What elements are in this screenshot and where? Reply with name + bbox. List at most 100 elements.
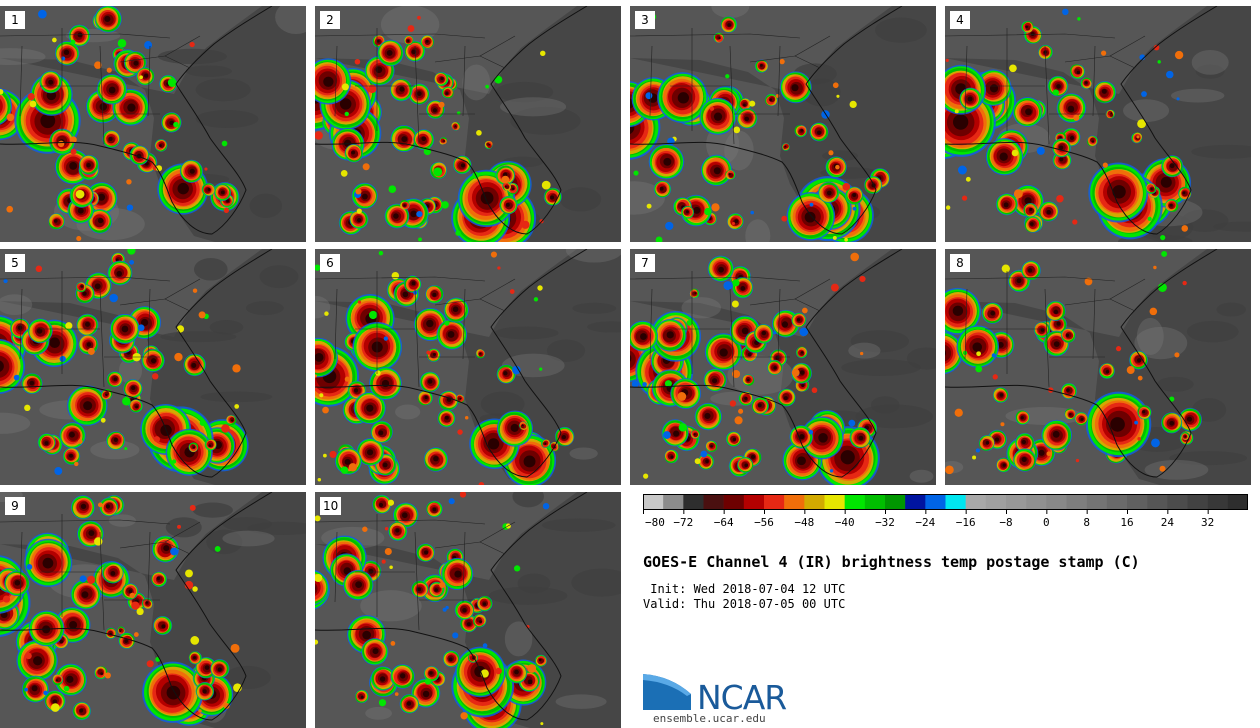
small-cell xyxy=(808,429,814,435)
colorbar-tick-label: 0 xyxy=(1043,516,1050,528)
storm-cell xyxy=(1059,145,1064,150)
storm-cell xyxy=(744,116,750,122)
small-cell xyxy=(323,453,327,458)
small-cell xyxy=(384,547,392,556)
storm-cell xyxy=(1066,388,1070,392)
ncar-logo-icon xyxy=(643,674,691,710)
colorbar-swatch xyxy=(1127,494,1148,510)
small-cell xyxy=(1153,44,1160,51)
small-cell xyxy=(1073,114,1080,121)
storm-cell xyxy=(86,162,91,168)
stamp-label: 2 xyxy=(320,11,340,29)
small-cell xyxy=(631,380,639,388)
storm-cell xyxy=(967,96,973,102)
storm-cell xyxy=(1160,176,1172,188)
colorbar-swatch xyxy=(784,494,805,510)
colorbar-tick-label: −64 xyxy=(714,516,734,528)
small-cell xyxy=(1139,54,1146,61)
storm-cell xyxy=(1029,222,1034,226)
storm-cell xyxy=(1052,430,1060,438)
thin-cloud xyxy=(504,621,533,657)
storm-cell xyxy=(504,185,507,188)
small-cell xyxy=(198,709,202,713)
small-cell xyxy=(153,436,160,443)
small-cell xyxy=(354,58,361,65)
colorbar-swatch xyxy=(1086,494,1108,510)
storm-cell xyxy=(440,77,444,81)
colorbar-tick-label: −32 xyxy=(875,516,895,528)
small-cell xyxy=(129,592,136,599)
storm-cell xyxy=(410,210,418,218)
convective-storms xyxy=(945,8,1192,241)
colorbar-swatch xyxy=(985,494,1007,510)
ocean-texture xyxy=(224,665,271,690)
state-border xyxy=(315,519,486,525)
ocean-texture xyxy=(1191,144,1251,159)
storm-cell xyxy=(482,602,487,606)
small-cell xyxy=(975,365,983,373)
state-border xyxy=(19,45,23,117)
storm-cell xyxy=(443,140,445,142)
storm-cell xyxy=(640,333,647,340)
stamp-label: 7 xyxy=(635,254,655,272)
storm-cell xyxy=(1150,187,1153,191)
storm-cell xyxy=(775,355,780,360)
storm-cell xyxy=(220,190,225,195)
storm-cell xyxy=(479,620,483,624)
small-cell xyxy=(152,373,159,380)
storm-cell xyxy=(693,433,696,436)
colorbar-tick-label: 8 xyxy=(1083,516,1090,528)
coastline xyxy=(630,6,903,235)
small-cell xyxy=(355,188,362,195)
storm-cell xyxy=(1067,105,1075,113)
small-cell xyxy=(485,84,490,89)
small-cell xyxy=(391,271,400,280)
storm-cell xyxy=(42,557,54,569)
state-border xyxy=(414,45,420,145)
ocean-texture xyxy=(875,17,927,43)
storm-cell xyxy=(750,454,756,459)
small-cell xyxy=(25,652,32,660)
small-cell xyxy=(738,408,744,414)
small-cell xyxy=(43,690,48,696)
small-cell xyxy=(388,185,397,194)
storm-cell xyxy=(351,150,356,155)
storm-cell xyxy=(479,352,482,355)
storm-cell xyxy=(226,199,230,203)
storm-cell xyxy=(53,219,58,223)
storm-cell xyxy=(432,352,436,356)
small-cell xyxy=(709,106,715,111)
colorbar-swatch xyxy=(1167,494,1188,510)
thin-cloud xyxy=(500,97,567,117)
small-cell xyxy=(192,288,198,293)
storm-cell xyxy=(315,583,318,595)
small-cell xyxy=(100,417,106,423)
storm-cell xyxy=(747,352,752,357)
storm-cell xyxy=(69,620,78,629)
storm-cell xyxy=(135,405,139,409)
storm-cell xyxy=(742,103,746,107)
storm-cell xyxy=(17,325,23,331)
state-border xyxy=(777,45,781,117)
state-border xyxy=(414,531,420,631)
postage-stamp-6: 6 xyxy=(315,249,621,485)
storm-cell xyxy=(663,157,672,166)
storm-cell xyxy=(799,434,805,440)
storm-cell xyxy=(989,84,999,93)
storm-cell xyxy=(734,219,739,224)
storm-cell xyxy=(659,186,664,191)
storm-cell xyxy=(744,463,749,468)
small-cell xyxy=(729,400,737,407)
state-border xyxy=(1092,45,1096,117)
small-cell xyxy=(976,351,981,357)
state-border xyxy=(0,519,171,525)
storm-cell xyxy=(378,430,384,436)
small-cell xyxy=(214,546,221,552)
thin-cloud xyxy=(1136,317,1164,356)
storm-cell xyxy=(972,342,983,352)
storm-cell xyxy=(459,397,462,400)
state-border xyxy=(334,45,338,117)
small-cell xyxy=(830,283,839,292)
storm-cell xyxy=(521,424,524,427)
state-border xyxy=(147,45,151,117)
